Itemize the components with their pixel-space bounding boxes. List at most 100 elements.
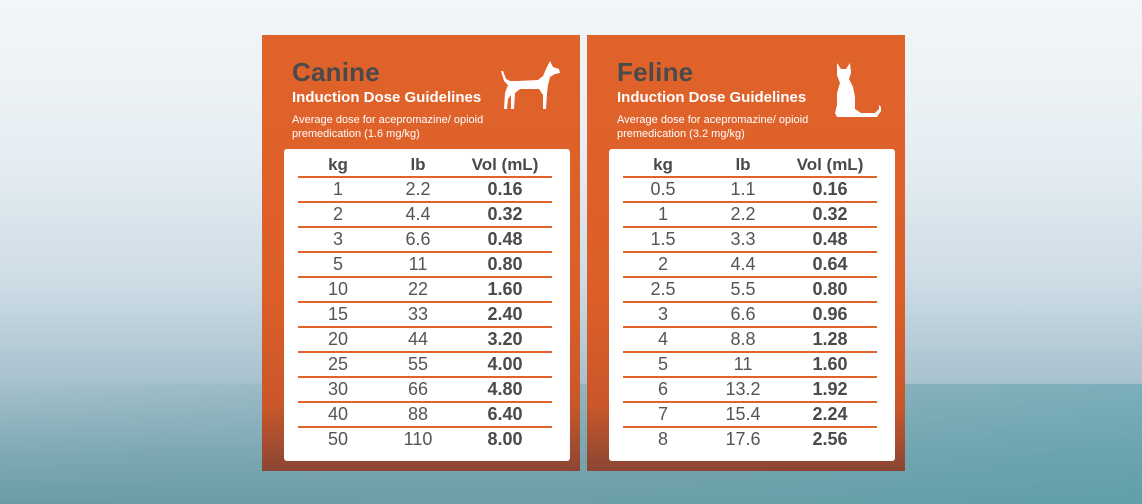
table-header-row: kg lb Vol (mL) xyxy=(298,153,552,178)
cell-vol: 0.32 xyxy=(458,202,552,228)
cell-lb: 2.2 xyxy=(378,177,458,203)
cell-lb: 6.6 xyxy=(378,227,458,253)
cell-vol: 8.00 xyxy=(487,429,523,449)
table-row: 0.5 1.1 0.16 xyxy=(623,177,877,203)
dose-table-container: kg lb Vol (mL) 0.5 1.1 0.16 1 2.2 0.32 1.5 3.… xyxy=(609,149,895,461)
cell-kg: 1 xyxy=(298,177,378,203)
column-header-kg: kg xyxy=(623,153,703,178)
card-subtitle: Induction Dose Guidelines xyxy=(292,89,482,106)
table-row: 1.5 3.3 0.48 xyxy=(623,227,877,253)
cell-kg: 50 xyxy=(327,429,349,449)
table-header-row: kg lb Vol (mL) xyxy=(623,153,877,178)
table-row: 20 44 3.20 xyxy=(298,327,552,353)
cell-lb: 13.2 xyxy=(703,377,783,403)
cat-icon xyxy=(835,63,881,117)
cell-kg: 5 xyxy=(298,252,378,278)
cell-lb: 55 xyxy=(378,352,458,378)
cell-vol: 0.96 xyxy=(783,302,877,328)
cell-kg: 1.5 xyxy=(623,227,703,253)
table-row: 10 22 1.60 xyxy=(298,277,552,303)
cell-kg: 5 xyxy=(623,352,703,378)
dose-table-container: kg lb Vol (mL) 1 2.2 0.16 2 4.4 0.32 3 6.6 0.4… xyxy=(284,149,570,461)
cell-kg: 3 xyxy=(298,227,378,253)
cell-kg: 40 xyxy=(298,402,378,428)
table-row: 25 55 4.00 xyxy=(298,352,552,378)
cell-vol: 6.40 xyxy=(458,402,552,428)
table-row: 4 8.8 1.28 xyxy=(623,327,877,353)
cell-lb: 4.4 xyxy=(703,252,783,278)
card-note: Average dose for acepromazine/ opioid pr… xyxy=(292,114,484,140)
cell-kg: 15 xyxy=(298,302,378,328)
cell-kg: 6 xyxy=(623,377,703,403)
cell-vol: 2.40 xyxy=(458,302,552,328)
cell-kg: 8 xyxy=(657,429,668,449)
cell-kg: 2 xyxy=(298,202,378,228)
table-row: 30 66 4.80 xyxy=(298,377,552,403)
card-subtitle: Induction Dose Guidelines xyxy=(617,89,807,106)
cell-vol: 0.64 xyxy=(783,252,877,278)
table-row: 40 88 6.40 xyxy=(298,402,552,428)
table-row: 2 4.4 0.64 xyxy=(623,252,877,278)
feline-dose-table: kg lb Vol (mL) 0.5 1.1 0.16 1 2.2 0.32 1.5 3.… xyxy=(623,153,877,451)
cell-kg: 7 xyxy=(623,402,703,428)
cell-lb: 110 xyxy=(403,429,433,449)
table-row: 50 110 8.00 xyxy=(298,427,552,451)
cell-kg: 25 xyxy=(298,352,378,378)
cell-kg: 10 xyxy=(298,277,378,303)
cell-lb: 3.3 xyxy=(703,227,783,253)
cell-lb: 11 xyxy=(378,252,458,278)
cell-lb: 2.2 xyxy=(703,202,783,228)
cell-vol: 1.60 xyxy=(783,352,877,378)
table-row: 7 15.4 2.24 xyxy=(623,402,877,428)
feline-card: Feline Induction Dose Guidelines Average… xyxy=(587,35,905,471)
cell-vol: 0.48 xyxy=(783,227,877,253)
cell-kg: 20 xyxy=(298,327,378,353)
cell-kg: 4 xyxy=(623,327,703,353)
cell-vol: 4.80 xyxy=(458,377,552,403)
card-title: Feline xyxy=(617,57,694,87)
cell-vol: 1.92 xyxy=(783,377,877,403)
cell-lb: 4.4 xyxy=(378,202,458,228)
table-row: 3 6.6 0.96 xyxy=(623,302,877,328)
column-header-lb: lb xyxy=(703,153,783,178)
column-header-lb: lb xyxy=(378,153,458,178)
cell-vol: 1.28 xyxy=(783,327,877,353)
cell-lb: 33 xyxy=(378,302,458,328)
cell-kg: 2.5 xyxy=(623,277,703,303)
cell-lb: 15.4 xyxy=(703,402,783,428)
cell-kg: 30 xyxy=(298,377,378,403)
cell-lb: 44 xyxy=(378,327,458,353)
table-row: 1 2.2 0.32 xyxy=(623,202,877,228)
cell-vol: 0.32 xyxy=(783,202,877,228)
table-row: 6 13.2 1.92 xyxy=(623,377,877,403)
cell-kg: 0.5 xyxy=(623,177,703,203)
cell-vol: 0.48 xyxy=(458,227,552,253)
column-header-kg: kg xyxy=(298,153,378,178)
canine-dose-table: kg lb Vol (mL) 1 2.2 0.16 2 4.4 0.32 3 6.6 0.4… xyxy=(298,153,552,451)
cell-lb: 66 xyxy=(378,377,458,403)
table-row: 5 11 1.60 xyxy=(623,352,877,378)
column-header-vol: Vol (mL) xyxy=(783,153,877,178)
card-note: Average dose for acepromazine/ opioid pr… xyxy=(617,114,809,140)
column-header-vol: Vol (mL) xyxy=(458,153,552,178)
cell-vol: 0.16 xyxy=(458,177,552,203)
cell-vol: 4.00 xyxy=(458,352,552,378)
canine-card: Canine Induction Dose Guidelines Average… xyxy=(262,35,580,471)
cell-kg: 2 xyxy=(623,252,703,278)
cell-kg: 3 xyxy=(623,302,703,328)
cell-lb: 22 xyxy=(378,277,458,303)
cell-lb: 5.5 xyxy=(703,277,783,303)
cell-vol: 0.80 xyxy=(458,252,552,278)
cell-vol: 2.56 xyxy=(812,429,848,449)
cell-lb: 6.6 xyxy=(703,302,783,328)
table-row: 3 6.6 0.48 xyxy=(298,227,552,253)
cell-vol: 3.20 xyxy=(458,327,552,353)
dog-icon xyxy=(501,61,560,109)
cell-lb: 1.1 xyxy=(703,177,783,203)
cell-lb: 88 xyxy=(378,402,458,428)
card-title: Canine xyxy=(292,57,380,87)
cell-lb: 11 xyxy=(703,352,783,378)
cell-lb: 17.6 xyxy=(725,429,761,449)
cell-vol: 0.16 xyxy=(783,177,877,203)
cell-vol: 1.60 xyxy=(458,277,552,303)
